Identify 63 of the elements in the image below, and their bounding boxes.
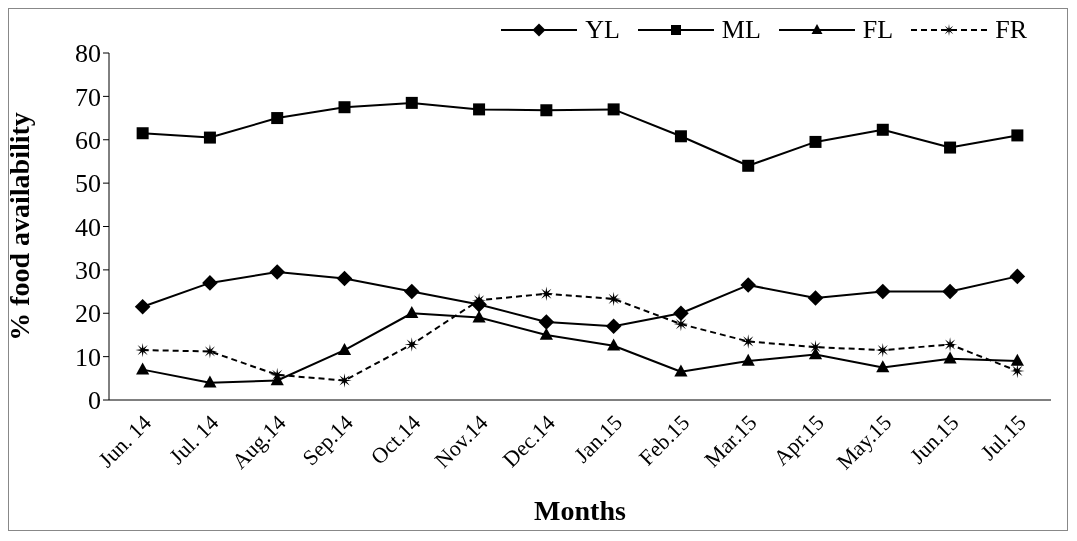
point <box>473 103 486 116</box>
point <box>136 127 149 140</box>
point <box>271 112 284 125</box>
point <box>405 96 418 109</box>
y-axis-title: % food availability <box>3 112 35 341</box>
legend-label: ML <box>721 15 761 45</box>
point <box>741 353 755 366</box>
y-tick-label: 30 <box>75 256 101 286</box>
point <box>942 283 958 300</box>
point <box>1010 363 1025 379</box>
point <box>674 364 688 377</box>
point <box>203 375 217 388</box>
point <box>944 141 957 154</box>
point <box>203 131 216 144</box>
point <box>338 101 351 114</box>
point <box>336 270 353 287</box>
point <box>607 103 620 116</box>
y-tick-label: 70 <box>75 82 101 112</box>
point <box>740 277 757 293</box>
legend-label: FR <box>995 15 1027 45</box>
point <box>874 283 891 300</box>
legend-label: YL <box>585 15 620 45</box>
point <box>540 104 553 117</box>
point <box>943 351 957 364</box>
point <box>337 342 352 355</box>
point <box>674 130 687 143</box>
y-tick-label: 50 <box>75 169 101 199</box>
point <box>136 362 150 375</box>
point <box>942 337 958 352</box>
point <box>1010 353 1024 366</box>
point <box>673 305 689 322</box>
point <box>404 337 419 352</box>
point <box>875 342 890 358</box>
point <box>741 334 756 349</box>
point <box>539 286 554 301</box>
y-tick-label: 20 <box>75 299 101 329</box>
point <box>134 298 151 315</box>
point <box>202 275 218 291</box>
y-tick-label: 80 <box>75 39 101 69</box>
point <box>539 327 553 340</box>
point <box>876 123 889 136</box>
point <box>538 314 555 330</box>
point <box>1009 268 1026 285</box>
point <box>337 373 352 388</box>
y-tick-label: 40 <box>75 212 101 242</box>
point <box>472 310 486 323</box>
x-tick-label: Jul. 14 <box>164 409 224 469</box>
point <box>605 318 622 335</box>
point <box>135 342 150 358</box>
point <box>742 159 755 172</box>
y-tick-label: 10 <box>75 342 101 372</box>
legend-label: FL <box>862 15 894 45</box>
point <box>607 338 621 351</box>
y-tick-label: 60 <box>75 125 101 155</box>
point <box>807 290 824 306</box>
point <box>269 264 286 280</box>
point <box>606 291 621 307</box>
point <box>876 360 890 373</box>
point <box>809 135 822 148</box>
x-axis-title: Months <box>534 495 626 526</box>
point <box>403 283 420 300</box>
point <box>1011 129 1024 142</box>
point <box>405 306 419 319</box>
